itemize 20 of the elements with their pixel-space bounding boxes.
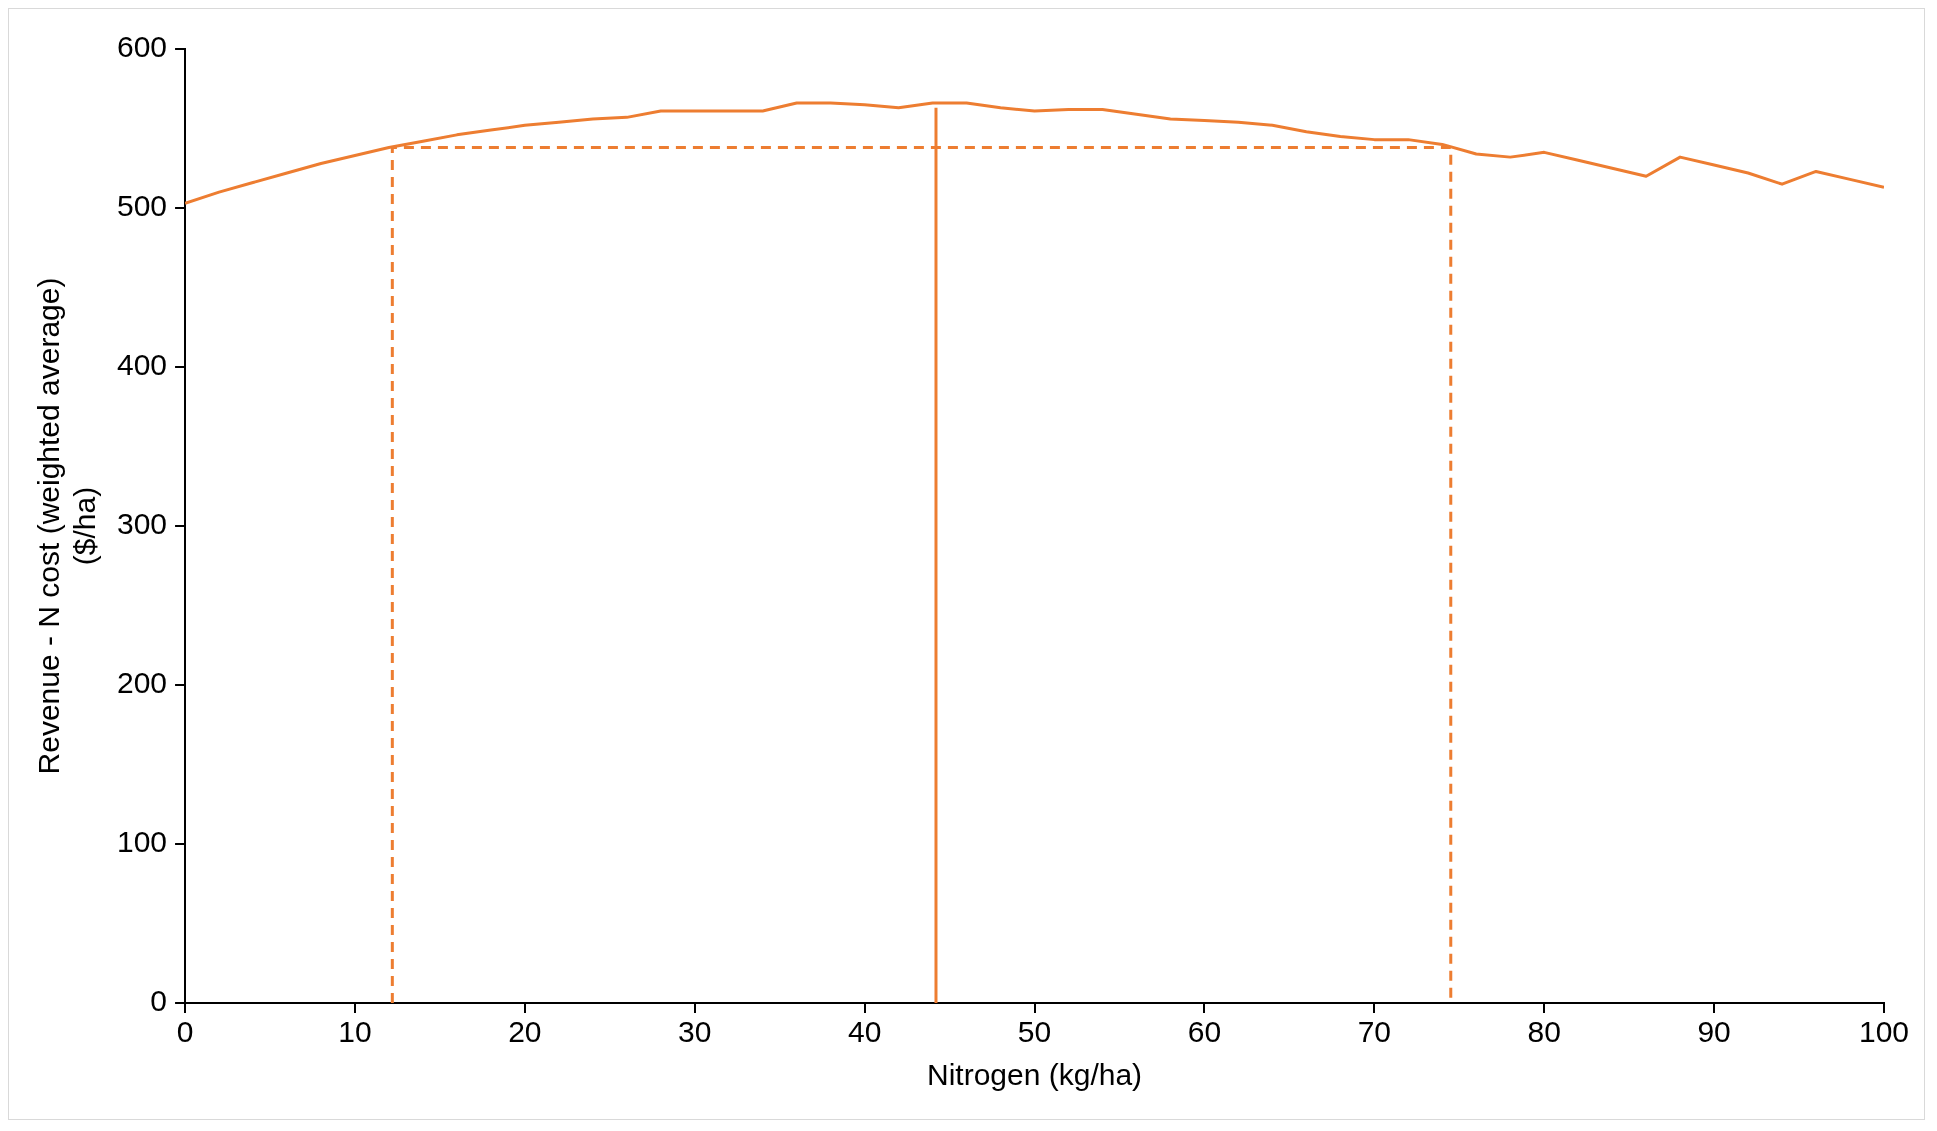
y-tick-label: 600	[116, 30, 168, 64]
x-tick-label: 70	[1357, 1015, 1391, 1049]
y-axis-title: Revenue - N cost (weighted average) ($/ha)	[32, 277, 102, 775]
y-tick-label: 400	[116, 348, 168, 382]
x-tick-label: 10	[338, 1015, 372, 1049]
x-tick-label: 90	[1697, 1015, 1731, 1049]
x-tick-label: 80	[1527, 1015, 1561, 1049]
x-tick-label: 30	[678, 1015, 712, 1049]
x-tick-label: 20	[508, 1015, 542, 1049]
x-tick-label: 50	[1017, 1015, 1052, 1049]
x-axis-title: Nitrogen (kg/ha)	[926, 1058, 1143, 1092]
x-tick-label: 40	[847, 1015, 882, 1049]
y-tick-label: 100	[116, 825, 168, 859]
y-tick-label: 500	[116, 189, 168, 223]
x-tick-label: 60	[1187, 1015, 1222, 1049]
y-tick-label: 0	[150, 984, 168, 1018]
x-tick-label: 100	[1858, 1015, 1910, 1049]
x-tick-label: 0	[176, 1015, 194, 1049]
y-tick-label: 200	[116, 666, 168, 700]
y-tick-label: 300	[116, 507, 168, 541]
